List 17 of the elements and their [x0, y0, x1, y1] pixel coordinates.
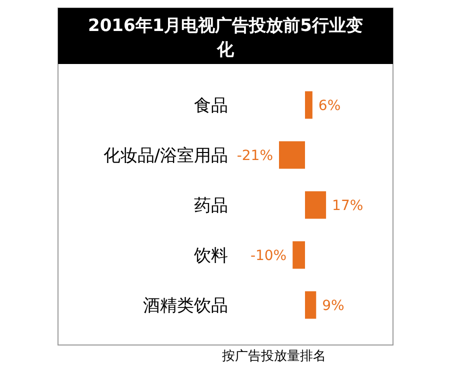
y-tick-label: 化妆品/浴室用品 [103, 146, 228, 166]
text: 按广告投放量排名 [222, 349, 326, 364]
bar [292, 241, 305, 269]
data-label: -10% [250, 248, 287, 264]
y-tick-label: 药品 [194, 196, 228, 216]
bar [305, 91, 312, 119]
y-tick-label: 饮料 [193, 246, 228, 266]
bar [279, 141, 305, 169]
y-tick-label: 酒精类饮品 [143, 296, 228, 316]
chart-title: 2016年1月电视广告投放前5行业变化 [88, 16, 363, 60]
data-label: -21% [236, 148, 273, 164]
y-tick-label: 食品 [194, 96, 228, 116]
bar [305, 291, 316, 319]
data-label: 9% [322, 298, 344, 314]
bar [305, 191, 326, 219]
data-label: 17% [332, 198, 364, 214]
data-label: 6% [318, 98, 341, 114]
